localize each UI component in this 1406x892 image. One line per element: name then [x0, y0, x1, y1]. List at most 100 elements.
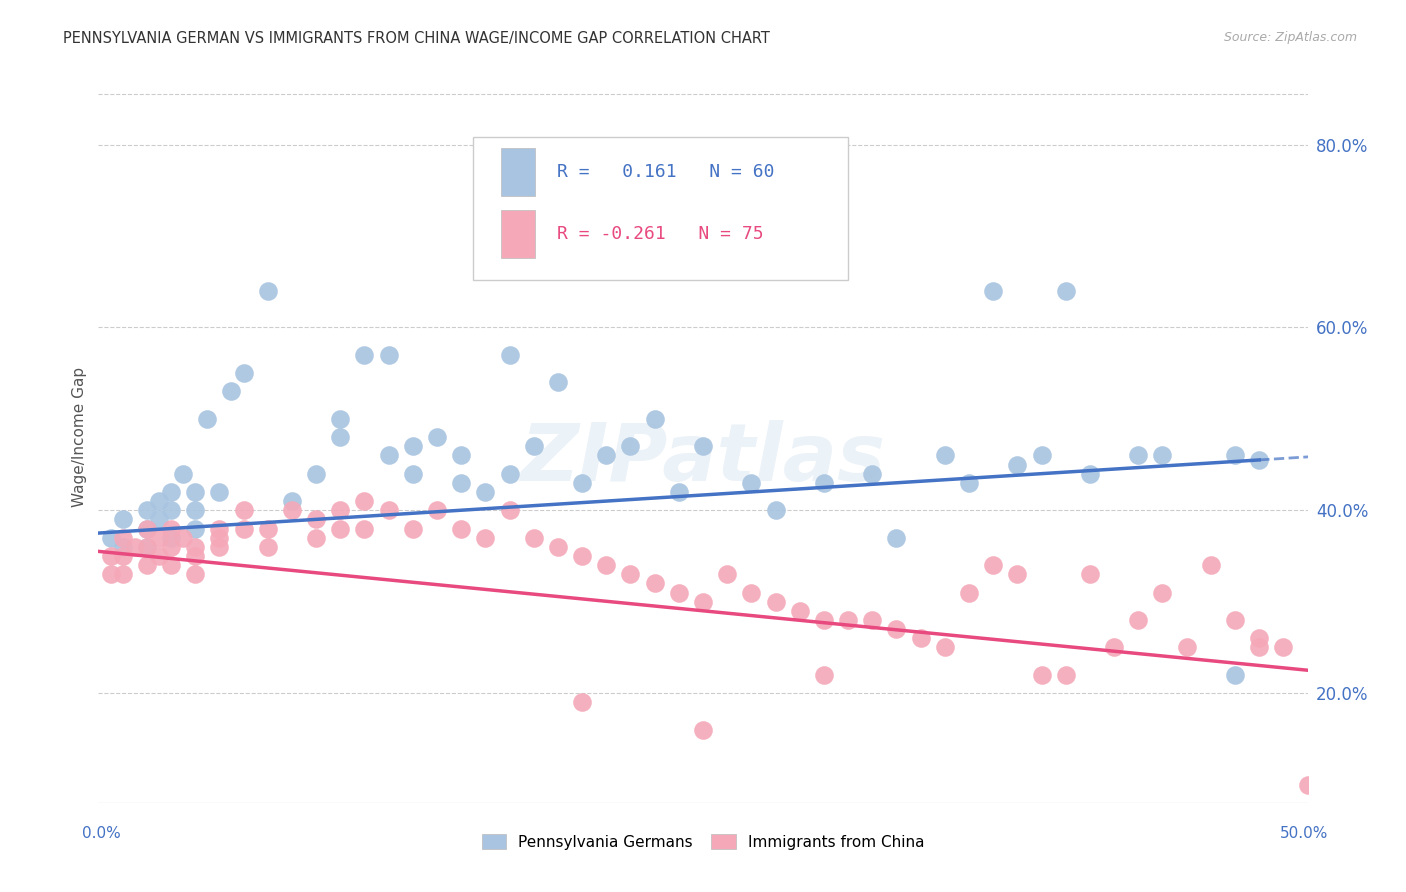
Point — [547, 375, 569, 389]
Point — [1272, 640, 1295, 655]
Point — [353, 494, 375, 508]
Point — [111, 512, 134, 526]
Point — [1296, 778, 1319, 792]
Point — [692, 594, 714, 608]
Point — [498, 503, 520, 517]
Point — [1078, 567, 1101, 582]
FancyBboxPatch shape — [474, 137, 848, 280]
Point — [1199, 558, 1222, 573]
Point — [644, 576, 666, 591]
Point — [256, 521, 278, 535]
Point — [221, 384, 243, 399]
Point — [1007, 458, 1029, 472]
Point — [426, 430, 449, 444]
Point — [1078, 467, 1101, 481]
Point — [160, 540, 183, 554]
Point — [426, 503, 449, 517]
Point — [957, 475, 980, 490]
Point — [195, 412, 218, 426]
Point — [934, 640, 956, 655]
Point — [886, 531, 908, 545]
Point — [184, 549, 207, 563]
Point — [450, 521, 472, 535]
Point — [1249, 632, 1271, 646]
Point — [765, 503, 787, 517]
FancyBboxPatch shape — [501, 148, 534, 195]
Point — [353, 521, 375, 535]
Point — [813, 613, 835, 627]
Point — [1031, 667, 1053, 681]
Point — [860, 613, 883, 627]
Point — [813, 475, 835, 490]
Point — [172, 531, 194, 545]
Point — [1007, 567, 1029, 582]
Point — [208, 531, 231, 545]
Point — [1152, 585, 1174, 599]
Point — [740, 475, 762, 490]
Text: PENNSYLVANIA GERMAN VS IMMIGRANTS FROM CHINA WAGE/INCOME GAP CORRELATION CHART: PENNSYLVANIA GERMAN VS IMMIGRANTS FROM C… — [63, 31, 770, 46]
Point — [135, 521, 157, 535]
Point — [160, 558, 183, 573]
Point — [402, 439, 425, 453]
Point — [619, 567, 641, 582]
Point — [498, 348, 520, 362]
Point — [474, 485, 496, 500]
Text: 0.0%: 0.0% — [82, 827, 121, 841]
Point — [619, 439, 641, 453]
Point — [329, 503, 352, 517]
Point — [547, 540, 569, 554]
Point — [111, 549, 134, 563]
Point — [595, 448, 617, 462]
Point — [402, 521, 425, 535]
Point — [160, 485, 183, 500]
Legend: Pennsylvania Germans, Immigrants from China: Pennsylvania Germans, Immigrants from Ch… — [475, 828, 931, 855]
Point — [111, 567, 134, 582]
Point — [523, 439, 546, 453]
Point — [837, 613, 859, 627]
Point — [281, 494, 304, 508]
Point — [172, 467, 194, 481]
Point — [377, 503, 399, 517]
Point — [232, 521, 254, 535]
Point — [135, 540, 157, 554]
Point — [148, 512, 170, 526]
Point — [135, 521, 157, 535]
Point — [160, 503, 183, 517]
Point — [1054, 667, 1077, 681]
Point — [1054, 284, 1077, 298]
Point — [595, 558, 617, 573]
Y-axis label: Wage/Income Gap: Wage/Income Gap — [72, 367, 87, 508]
Point — [450, 475, 472, 490]
Point — [1175, 640, 1198, 655]
Point — [160, 521, 183, 535]
Point — [329, 430, 352, 444]
Point — [305, 512, 328, 526]
Point — [571, 475, 593, 490]
Point — [305, 467, 328, 481]
Point — [692, 723, 714, 737]
Point — [716, 567, 738, 582]
Point — [740, 585, 762, 599]
Point — [281, 503, 304, 517]
Text: R = -0.261   N = 75: R = -0.261 N = 75 — [557, 225, 763, 243]
Point — [208, 521, 231, 535]
Point — [184, 540, 207, 554]
Point — [474, 531, 496, 545]
Point — [934, 448, 956, 462]
FancyBboxPatch shape — [501, 211, 534, 258]
Point — [1102, 640, 1125, 655]
Point — [232, 503, 254, 517]
Point — [208, 485, 231, 500]
Point — [184, 503, 207, 517]
Point — [305, 531, 328, 545]
Point — [668, 485, 690, 500]
Point — [377, 448, 399, 462]
Point — [981, 284, 1004, 298]
Text: 50.0%: 50.0% — [1281, 827, 1329, 841]
Point — [148, 531, 170, 545]
Point — [981, 558, 1004, 573]
Point — [100, 531, 122, 545]
Point — [957, 585, 980, 599]
Point — [377, 348, 399, 362]
Point — [135, 558, 157, 573]
